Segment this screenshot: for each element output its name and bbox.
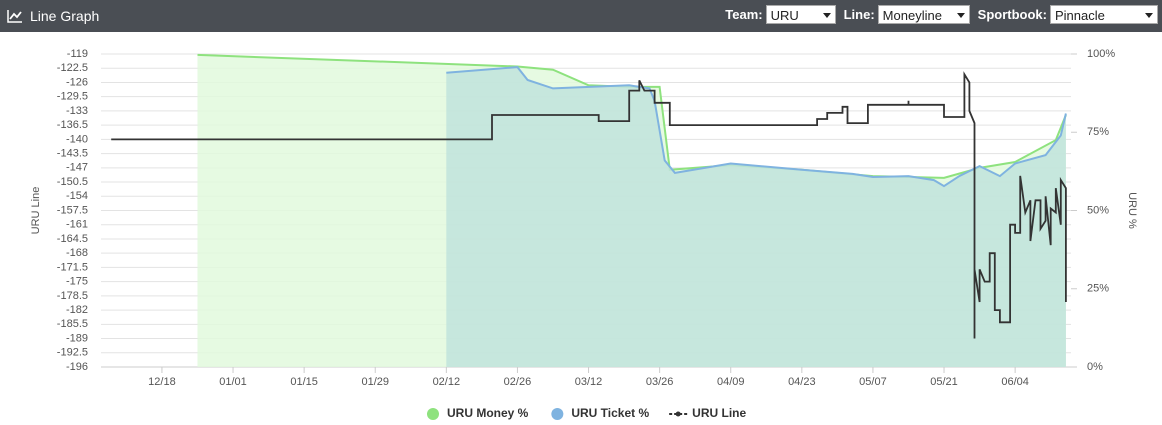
y-tick-label: -140 — [66, 133, 88, 145]
x-tick-label: 02/26 — [504, 376, 532, 388]
y-tick-label: -189 — [66, 332, 88, 344]
y-tick-label: -168 — [66, 247, 88, 259]
y2-tick-label: 25% — [1087, 283, 1109, 295]
chart: -119 -122.5 -126 -129.5 -133 -136.5 -140 -143.5… — [30, 48, 1138, 420]
dropdown[interactable]: Moneyline — [877, 5, 970, 24]
y-tick-label: -192.5 — [57, 347, 88, 359]
y-tick-label: -185.5 — [57, 318, 88, 330]
y-tick-label: -182 — [66, 304, 88, 316]
x-tick-label: 12/18 — [148, 376, 176, 388]
header-title: Line Graph — [30, 8, 100, 24]
legend-marker — [427, 408, 439, 420]
y-tick-label: -143.5 — [57, 147, 88, 159]
y-tick-label: -147 — [66, 162, 88, 174]
chart-icon — [7, 10, 22, 23]
y2-axis-title: URU % — [1126, 192, 1138, 229]
y-tick-label: -122.5 — [57, 62, 88, 74]
series-line — [111, 71, 1067, 339]
x-tick-label: 01/01 — [219, 376, 247, 388]
legend-marker — [551, 408, 564, 420]
y-tick-label: -161 — [66, 219, 88, 231]
y2-tick-label: 75% — [1087, 126, 1109, 138]
legend-label: URU Line — [692, 406, 746, 420]
y-tick-label: -154 — [66, 190, 88, 202]
series-line — [446, 66, 1067, 188]
x-tick-label: 04/09 — [717, 376, 745, 388]
x-tick-label: 01/15 — [290, 376, 318, 388]
y2-tick-label: 100% — [1087, 48, 1115, 60]
legend-label: URU Money % — [447, 406, 529, 420]
y-tick-label: -164.5 — [57, 233, 88, 245]
y-tick-label: -175 — [66, 276, 88, 288]
x-tick-label: 05/21 — [930, 376, 958, 388]
y-tick-label: -150.5 — [57, 176, 88, 188]
legend-label: URU Ticket % — [571, 406, 649, 420]
dropdown[interactable]: URU — [765, 5, 836, 24]
dropdown[interactable]: Pinnacle — [1050, 5, 1158, 24]
legend-marker — [675, 411, 681, 417]
x-tick-label: 01/29 — [361, 376, 389, 388]
y-tick-label: -157.5 — [57, 204, 88, 216]
y-tick-label: -178.5 — [57, 290, 88, 302]
y-tick-label: -119 — [67, 48, 88, 60]
y-tick-label: -136.5 — [57, 119, 88, 131]
control-label: Sportbook: — [977, 7, 1047, 22]
y-tick-label: -126 — [66, 76, 88, 88]
y-tick-label: -196 — [66, 361, 88, 373]
header-bar: Line Graph Team: URU Line: Moneyline Sportbo… — [0, 0, 1162, 32]
x-tick-label: 03/12 — [575, 376, 603, 388]
controls: Team: URU Line: Moneyline Sportbook: Pinnacle — [717, 5, 1158, 24]
x-tick-label: 03/26 — [646, 376, 674, 388]
control-label: Line: — [843, 7, 875, 22]
control-label: Team: — [725, 7, 763, 22]
series-area — [446, 67, 1066, 367]
x-tick-label: 04/23 — [788, 376, 816, 388]
y2-tick-label: 50% — [1087, 204, 1109, 216]
x-tick-label: 02/12 — [433, 376, 461, 388]
y-tick-label: -133 — [66, 105, 88, 117]
y2-tick-label: 0% — [1087, 361, 1103, 373]
x-tick-label: 06/04 — [1001, 376, 1029, 388]
y-axis-title: URU Line — [30, 187, 42, 235]
x-tick-label: 05/07 — [859, 376, 887, 388]
y-tick-label: -171.5 — [57, 261, 88, 273]
y-tick-label: -129.5 — [57, 91, 88, 103]
